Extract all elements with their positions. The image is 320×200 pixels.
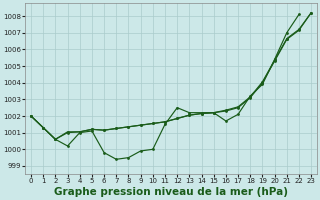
X-axis label: Graphe pression niveau de la mer (hPa): Graphe pression niveau de la mer (hPa) — [54, 187, 288, 197]
